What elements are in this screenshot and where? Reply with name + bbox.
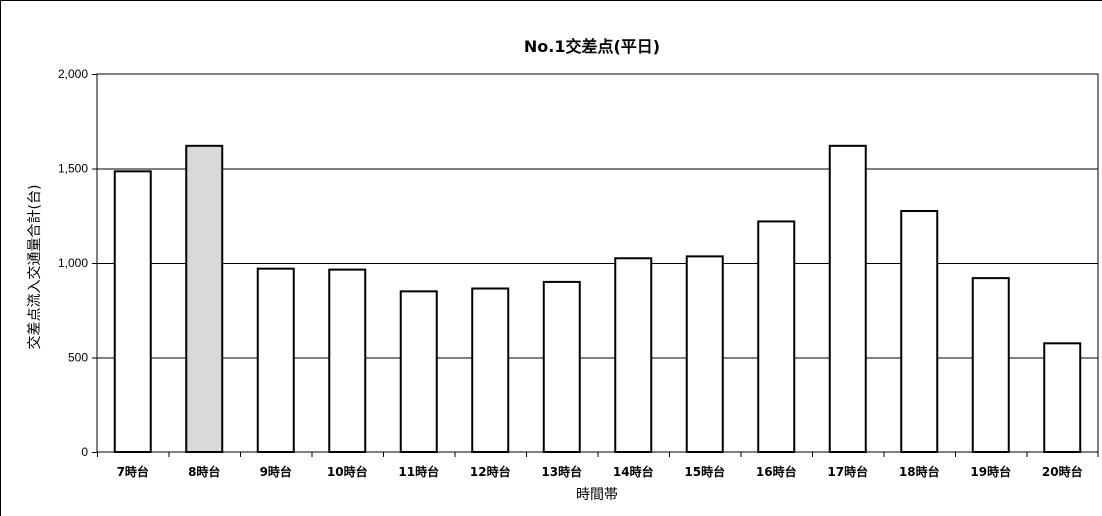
y-tick-label: 500 [68, 351, 88, 365]
y-tick-label: 2,000 [58, 67, 88, 81]
bar-7時台 [113, 170, 152, 454]
x-axis-categories: 7時台 8時台 9時台 10時台 11時台 12時台 13時台 14時台 15時台 16時台 17時… [97, 452, 1099, 479]
bars [113, 144, 1082, 454]
bar-15時台 [685, 255, 724, 454]
x-tick-label: 16時台 [756, 464, 797, 479]
x-tick-label: 18時台 [899, 464, 940, 479]
chart-title: No.1交差点(平日) [524, 37, 660, 56]
x-tick-label: 10時台 [327, 464, 368, 479]
y-tick-label: 1,500 [58, 162, 88, 176]
x-tick-label: 15時台 [684, 464, 725, 479]
bar-13時台 [542, 280, 581, 453]
bar-8時台 [185, 144, 224, 453]
x-tick-label: 19時台 [970, 464, 1011, 479]
x-tick-label: 13時台 [541, 464, 582, 479]
y-axis-ticks: 0 500 1,000 1,500 2,000 [58, 67, 97, 459]
y-tick-label: 0 [81, 445, 88, 459]
bar-14時台 [614, 257, 653, 453]
bar-9時台 [256, 267, 295, 454]
x-tick-label: 11時台 [398, 464, 439, 479]
bar-16時台 [757, 220, 796, 453]
gridlines [97, 168, 1098, 359]
bar-18時台 [900, 210, 939, 453]
bar-12時台 [471, 287, 510, 454]
x-tick-label: 8時台 [188, 464, 220, 479]
x-tick-label: 9時台 [260, 464, 292, 479]
bar-20時台 [1043, 342, 1082, 454]
bar-17時台 [828, 144, 867, 453]
y-tick-label: 1,000 [58, 256, 88, 270]
bar-11時台 [399, 290, 438, 453]
plot-area [96, 73, 1099, 453]
x-tick-label: 14時台 [613, 464, 654, 479]
x-tick-label: 20時台 [1042, 464, 1083, 479]
x-tick-label: 17時台 [827, 464, 868, 479]
x-axis-title: 時間帯 [576, 487, 618, 503]
x-tick-label: 7時台 [117, 464, 149, 479]
bar-10時台 [328, 268, 367, 453]
bar-19時台 [971, 277, 1010, 453]
x-tick-label: 12時台 [470, 464, 511, 479]
y-axis-title: 交差点流入交通量合計(台) [26, 185, 43, 350]
